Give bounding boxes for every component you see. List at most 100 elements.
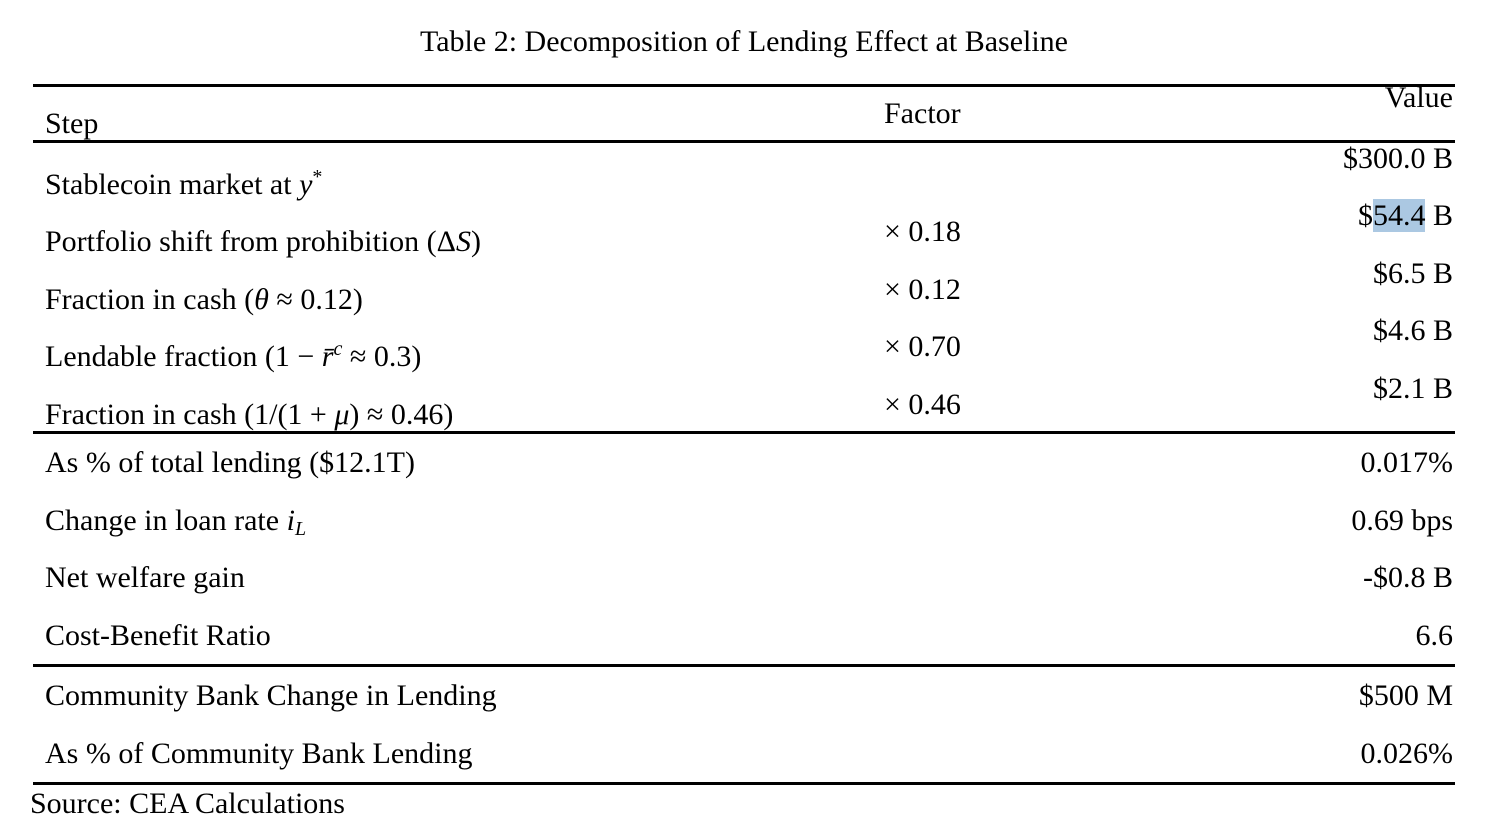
- text-segment: $4.6 B: [1372, 314, 1453, 347]
- value-cell: 0.69 bps: [1351, 503, 1455, 549]
- table-row: As % of Community Bank Lending 0.026%: [33, 724, 1455, 782]
- header-step: Step: [45, 107, 99, 140]
- text-segment: Community Bank Change in Lending: [45, 679, 497, 712]
- factor-cell: [884, 594, 1363, 606]
- text-segment: × 0.46: [884, 387, 961, 421]
- table-row: Fraction in cash (θ ≈ 0.12) × 0.12 $6.5 B: [33, 256, 1455, 316]
- factor-cell: [884, 537, 1351, 549]
- text-segment: As % of Community Bank Lending: [45, 736, 473, 770]
- table-title: Table 2: Decomposition of Lending Effect…: [420, 25, 1068, 58]
- text-segment: ) ≈ 0.46): [349, 397, 454, 431]
- text-segment: c: [333, 338, 343, 360]
- table-header-row: Step Factor Value: [33, 82, 1455, 140]
- factor-cell: × 0.70: [884, 331, 1373, 363]
- value-cell: 6.6: [1415, 618, 1456, 664]
- value-cell: $4.6 B: [1373, 315, 1455, 347]
- text-segment: $6.5 B: [1372, 256, 1453, 290]
- text-segment: × 0.70: [884, 330, 961, 363]
- text-segment: 6.6: [1415, 618, 1454, 652]
- table-row: Net welfare gain -$0.8 B: [33, 549, 1455, 607]
- text-segment: 0.69 bps: [1351, 503, 1453, 537]
- text-segment: $2.1 B: [1372, 371, 1453, 405]
- table-row: Change in loan rate iL 0.69 bps: [33, 491, 1455, 549]
- table-rule-mid-2: [33, 663, 1455, 667]
- text-segment: ≈ 0.3): [342, 340, 422, 373]
- text-segment: Net welfare gain: [45, 561, 245, 594]
- factor-cell: × 0.18: [884, 216, 1358, 248]
- value-cell: $500 M: [1359, 680, 1455, 724]
- text-segment: Change in loan rate: [45, 503, 287, 537]
- text-segment: μ: [334, 397, 350, 431]
- text-segment: ≈ 0.12): [268, 282, 363, 316]
- header-factor: Factor: [884, 97, 961, 130]
- step-cell: Portfolio shift from prohibition (ΔS): [33, 226, 884, 258]
- table-section-community-bank: Community Bank Change in Lending $500 M As…: [33, 667, 1455, 782]
- factor-cell: [884, 712, 1359, 724]
- decomposition-table: Step Factor Value Stablecoin market at y…: [33, 82, 1455, 785]
- value-cell: $2.1 B: [1372, 371, 1455, 405]
- step-cell: As % of total lending ($12.1T): [33, 447, 884, 491]
- step-cell: As % of Community Bank Lending: [33, 736, 884, 782]
- text-segment: *: [312, 165, 323, 188]
- text-segment: 0.026%: [1360, 736, 1454, 770]
- text-segment: $500 M: [1358, 679, 1453, 712]
- text-segment: 0.017%: [1360, 446, 1454, 479]
- step-cell: Cost-Benefit Ratio: [33, 618, 884, 664]
- text-segment: × 0.18: [884, 215, 961, 248]
- table-row: Community Bank Change in Lending $500 M: [33, 667, 1455, 725]
- highlighted-text: 54.4: [1372, 199, 1426, 232]
- table-row: Fraction in cash (1/(1 + μ) ≈ 0.46) × 0.4…: [33, 371, 1455, 431]
- text-segment: Portfolio shift from prohibition (Δ: [45, 225, 456, 258]
- table-row: Stablecoin market at y* $300.0 B: [33, 141, 1455, 201]
- table-section-decomposition-steps: Stablecoin market at y* $300.0 B Portfolio…: [33, 141, 1455, 431]
- factor-cell: [884, 770, 1361, 782]
- text-segment: Stablecoin market at: [45, 167, 300, 201]
- text-segment: -$0.8 B: [1363, 561, 1453, 594]
- step-cell: Lendable fraction (1 − r̄c ≈ 0.3): [33, 338, 884, 373]
- table-row: Cost-Benefit Ratio 6.6: [33, 606, 1455, 664]
- text-segment: y: [299, 167, 313, 201]
- text-segment: As % of total lending ($12.1T): [45, 446, 415, 479]
- step-cell: Fraction in cash (θ ≈ 0.12): [33, 282, 884, 316]
- table-rule-top: [33, 84, 1455, 87]
- table-row: Lendable fraction (1 − r̄c ≈ 0.3) × 0.70 $…: [33, 315, 1455, 374]
- table-rule-under-header: [33, 140, 1455, 143]
- factor-cell: × 0.46: [884, 387, 1373, 421]
- text-segment: B: [1425, 199, 1453, 232]
- table-row: As % of total lending ($12.1T) 0.017%: [33, 434, 1455, 492]
- text-segment: Fraction in cash (: [45, 282, 255, 316]
- step-cell: Stablecoin market at y*: [33, 165, 884, 201]
- text-segment: $300.0 B: [1342, 141, 1453, 175]
- text-segment: Fraction in cash (1/(1 +: [45, 397, 335, 431]
- value-cell: 0.017%: [1361, 447, 1456, 491]
- text-segment: Cost-Benefit Ratio: [45, 618, 271, 652]
- text-segment: ): [470, 225, 481, 258]
- value-cell: 0.026%: [1360, 736, 1456, 782]
- text-segment: $: [1357, 199, 1373, 232]
- text-segment: L: [294, 517, 307, 540]
- step-cell: Change in loan rate iL: [33, 503, 884, 549]
- value-cell: $54.4 B: [1357, 199, 1455, 232]
- step-cell: Net welfare gain: [33, 562, 884, 606]
- step-cell: Fraction in cash (1/(1 + μ) ≈ 0.46): [33, 397, 884, 431]
- text-segment: S: [455, 225, 471, 258]
- text-segment: × 0.12: [884, 272, 961, 306]
- table-rule-bottom: [33, 781, 1455, 785]
- table-rule-mid-1: [33, 430, 1455, 434]
- factor-cell: [884, 479, 1361, 491]
- factor-cell: [884, 652, 1416, 664]
- step-cell: Community Bank Change in Lending: [33, 680, 884, 724]
- value-cell: $6.5 B: [1372, 256, 1455, 290]
- value-cell: $300.0 B: [1342, 141, 1455, 175]
- text-segment: r̄: [321, 340, 334, 373]
- text-segment: i: [286, 503, 295, 537]
- value-cell: -$0.8 B: [1363, 562, 1455, 606]
- table-section-aggregate-effects: As % of total lending ($12.1T) 0.017% Chan…: [33, 434, 1455, 664]
- header-value: Value: [1384, 81, 1453, 114]
- text-segment: Lendable fraction (1 −: [45, 340, 322, 373]
- text-segment: θ: [254, 282, 269, 316]
- source-note: Source: CEA Calculations: [30, 787, 345, 820]
- table-row: Portfolio shift from prohibition (ΔS) × 0…: [33, 199, 1455, 259]
- factor-cell: × 0.12: [884, 272, 1373, 306]
